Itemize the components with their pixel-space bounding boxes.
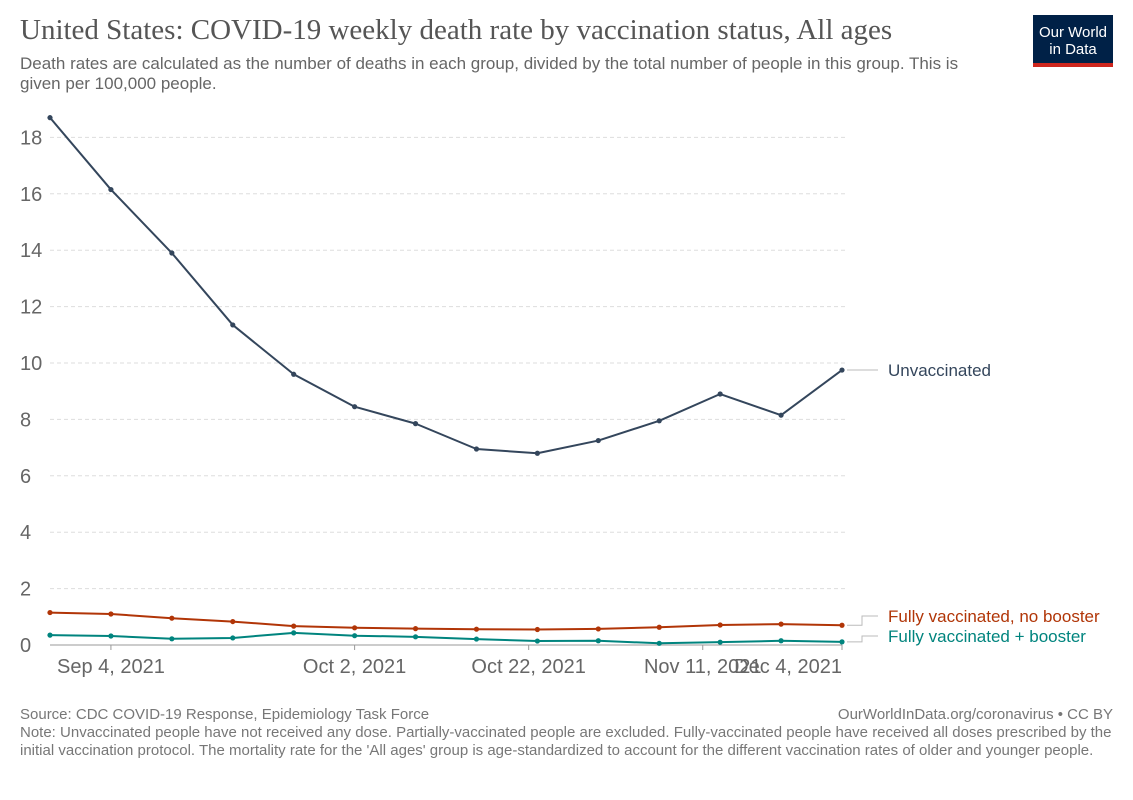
- data-point: [534, 638, 540, 644]
- y-tick-label: 8: [20, 409, 31, 431]
- data-point: [47, 609, 53, 616]
- data-point: [291, 630, 297, 636]
- y-tick-label: 12: [20, 297, 42, 319]
- data-point: [656, 624, 662, 630]
- data-point: [534, 626, 540, 633]
- data-point: [595, 437, 601, 444]
- y-tick-label: 2: [20, 579, 31, 601]
- data-point: [656, 418, 662, 424]
- data-point: [473, 636, 480, 642]
- credit-link[interactable]: OurWorldInData.org/coronavirus • CC BY: [837, 706, 1113, 723]
- source-text: Source: CDC COVID-19 Response, Epidemiol…: [20, 706, 430, 723]
- legend-label: Fully vaccinated + booster: [888, 627, 1086, 646]
- x-tick-label: Oct 2, 2021: [303, 656, 406, 678]
- y-tick-label: 18: [20, 127, 42, 149]
- data-point: [717, 639, 723, 645]
- note-text: Note: Unvaccinated people have not recei…: [20, 724, 1112, 759]
- data-point: [717, 391, 723, 397]
- y-tick-label: 14: [20, 240, 42, 262]
- y-tick-label: 4: [20, 522, 31, 544]
- data-point: [169, 615, 175, 621]
- data-point: [534, 450, 540, 456]
- data-point: [778, 621, 784, 627]
- y-tick-label: 0: [20, 635, 31, 657]
- data-point: [291, 371, 297, 377]
- series-line: [49, 117, 843, 455]
- data-point: [352, 625, 358, 631]
- data-point: [169, 250, 175, 256]
- data-point: [352, 633, 358, 639]
- data-point: [839, 367, 845, 373]
- legend-label: Fully vaccinated, no booster: [888, 607, 1100, 626]
- x-tick-label: Dec 4, 2021: [734, 656, 842, 678]
- data-point: [412, 421, 419, 427]
- data-point: [291, 623, 297, 629]
- data-point: [656, 640, 662, 646]
- data-point: [778, 638, 784, 644]
- data-point: [778, 412, 784, 418]
- data-point: [595, 638, 601, 644]
- line-chart: 0 2 4 6 8 10 12 14 16 18 Sep 4, 2021 Oct 2, 2021 Oct…: [20, 115, 1100, 678]
- data-point: [47, 115, 53, 121]
- y-tick-label: 6: [20, 466, 31, 488]
- data-point: [839, 639, 845, 645]
- data-point: [352, 404, 358, 410]
- legend-connector: [847, 615, 878, 626]
- owid-logo[interactable]: Our World in Data: [1033, 15, 1113, 67]
- y-tick-label: 16: [20, 184, 42, 206]
- y-tick-label: 10: [20, 353, 42, 375]
- x-tick-label: Oct 22, 2021: [471, 656, 586, 678]
- legend-label: Unvaccinated: [888, 361, 991, 380]
- data-point: [230, 618, 236, 625]
- logo-line-2: in Data: [1049, 41, 1097, 58]
- data-point: [473, 626, 480, 632]
- data-point: [839, 622, 845, 628]
- data-point: [412, 634, 419, 640]
- series-line: [49, 611, 843, 631]
- data-point: [595, 626, 601, 632]
- data-point: [473, 446, 480, 452]
- data-point: [169, 636, 175, 642]
- data-point: [412, 626, 419, 632]
- chart-title: United States: COVID-19 weekly death rat…: [20, 14, 893, 46]
- x-tick-label: Nov 11, 2021: [644, 656, 762, 678]
- series-line: [49, 631, 843, 645]
- data-point: [47, 632, 53, 638]
- data-point: [108, 633, 114, 639]
- logo-line-1: Our World: [1038, 24, 1108, 41]
- x-tick-label: Sep 4, 2021: [57, 656, 165, 678]
- legend-connector: [847, 635, 878, 643]
- data-point: [230, 322, 236, 328]
- data-point: [108, 186, 114, 193]
- data-point: [717, 622, 723, 628]
- data-point: [108, 611, 114, 617]
- data-point: [230, 635, 236, 641]
- chart-subtitle: Death rates are calculated as the number…: [20, 54, 959, 93]
